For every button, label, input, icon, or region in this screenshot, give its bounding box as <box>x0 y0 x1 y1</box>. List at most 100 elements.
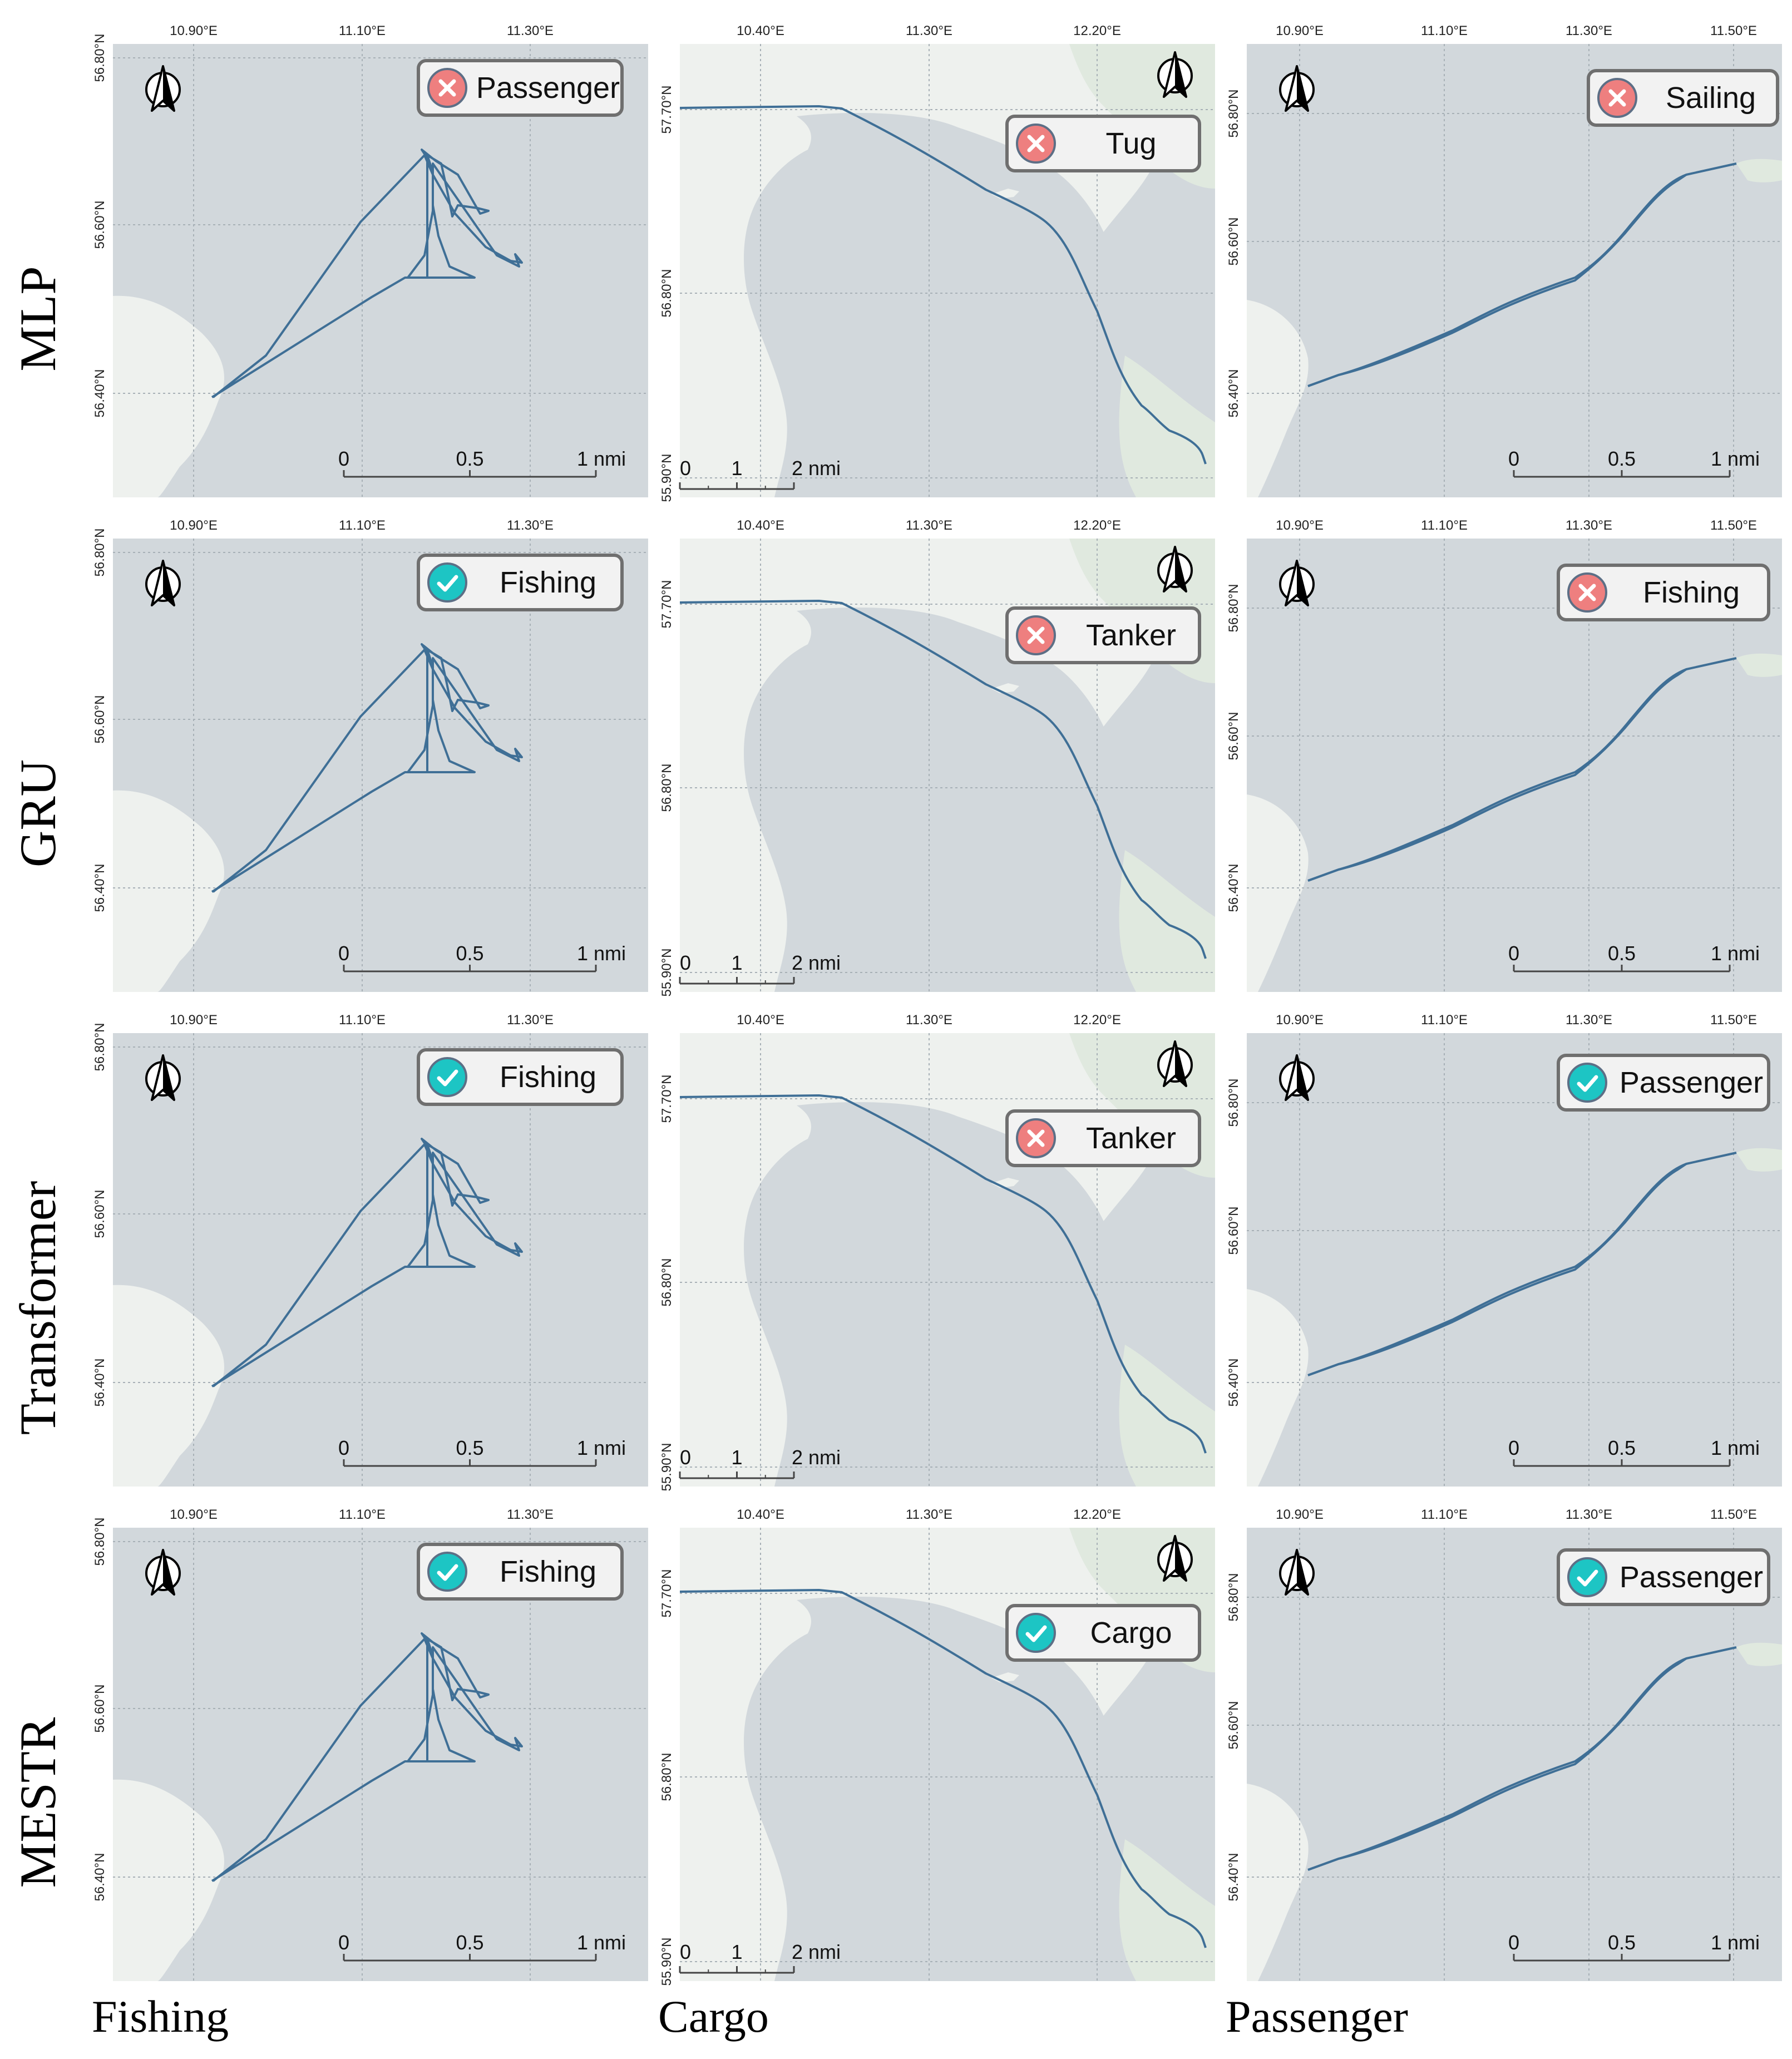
north-arrow-icon <box>145 1054 181 1101</box>
vessel-track <box>211 643 523 893</box>
north-arrow-icon <box>1279 1054 1315 1101</box>
correct-check-icon <box>1567 1557 1607 1597</box>
map-panel-passenger-row-4: 10.90°E 11.10°E 11.30°E 11.50°E 56.80°N 56.60… <box>1226 1507 1782 1981</box>
y-tick-label: 57.70°N <box>659 86 674 134</box>
land <box>113 790 224 992</box>
land <box>680 1528 816 1981</box>
prediction-text: Fishing <box>1643 576 1740 609</box>
x-tick-label: 11.50°E <box>1710 518 1757 533</box>
x-tick-label: 11.10°E <box>1421 518 1468 533</box>
north-arrow-icon <box>1279 1549 1315 1596</box>
column-label-cargo: Cargo <box>658 1991 769 2042</box>
y-tick-label: 56.60°N <box>92 1685 107 1733</box>
map-panel-fishing-row-1: 10.90°E 11.10°E 11.30°E 56.80°N 56.60°N 56.40… <box>92 23 648 497</box>
prediction-text: Passenger <box>476 71 620 105</box>
prediction-label: Fishing <box>417 554 624 611</box>
scale-label: 1 nmi <box>1711 942 1760 965</box>
scale-label: 1 <box>731 457 742 480</box>
land <box>1247 794 1309 992</box>
scale-label: 0 <box>338 942 349 965</box>
north-arrow-icon <box>1157 1040 1193 1087</box>
land <box>1247 1289 1309 1487</box>
scale-bar: 0 1 2 nmi <box>679 1941 841 1974</box>
scale-label: 0 <box>338 1436 349 1459</box>
scale-label: 1 <box>731 1446 742 1469</box>
x-tick-label: 10.90°E <box>170 1507 218 1522</box>
prediction-text: Tug <box>1105 127 1156 160</box>
land <box>1247 300 1309 497</box>
north-arrow-icon <box>145 560 181 606</box>
prediction-text: Fishing <box>500 1060 596 1094</box>
map-panel-fishing-row-2: 10.90°E 11.10°E 11.30°E 56.80°N 56.60°N 56.40… <box>92 518 648 992</box>
correct-check-icon <box>1567 1063 1607 1103</box>
x-tick-label: 10.90°E <box>1276 518 1324 533</box>
y-tick-label: 56.60°N <box>92 695 107 744</box>
y-tick-label: 56.60°N <box>1226 1207 1241 1255</box>
x-tick-label: 11.10°E <box>1421 23 1468 38</box>
y-tick-label: 56.40°N <box>92 1853 107 1902</box>
y-tick-label: 56.80°N <box>659 1753 674 1801</box>
y-tick-label: 56.80°N <box>659 1258 674 1307</box>
y-tick-label: 56.40°N <box>92 369 107 418</box>
scale-bar: 0 1 2 nmi <box>679 1446 841 1479</box>
x-tick-label: 11.10°E <box>1421 1507 1468 1522</box>
scale-label: 0 <box>1508 1931 1519 1954</box>
y-tick-label: 56.80°N <box>659 269 674 318</box>
row-label-mestr: MESTR <box>9 1717 66 1888</box>
prediction-label: Tanker <box>1005 606 1201 664</box>
land <box>113 295 224 497</box>
y-tick-label: 56.80°N <box>659 764 674 812</box>
land <box>113 1779 224 1981</box>
vessel-track <box>211 1138 523 1388</box>
x-tick-label: 10.90°E <box>1276 1013 1324 1028</box>
y-tick-label: 56.60°N <box>92 201 107 249</box>
land <box>1119 355 1215 497</box>
north-arrow-icon <box>1279 560 1315 606</box>
prediction-label: Fishing <box>417 1543 624 1601</box>
map-panel-cargo-row-3: 10.40°E 11.30°E 12.20°E 57.70°N 56.80°N 55.90… <box>659 1013 1215 1492</box>
land <box>680 44 816 497</box>
x-tick-label: 12.20°E <box>1073 518 1121 533</box>
x-tick-label: 10.90°E <box>170 1013 218 1028</box>
y-tick-label: 55.90°N <box>659 1938 674 1986</box>
north-arrow-icon <box>1279 65 1315 112</box>
scale-label: 1 nmi <box>1711 447 1760 470</box>
y-tick-label: 56.80°N <box>92 1518 107 1566</box>
y-tick-label: 55.90°N <box>659 1443 674 1492</box>
map-panel-fishing-row-4: 10.90°E 11.10°E 11.30°E 56.80°N 56.60°N 56.40… <box>92 1507 648 1981</box>
scale-label: 1 nmi <box>577 1931 626 1954</box>
vessel-track <box>1307 174 1687 387</box>
scale-bar: 0 0.5 1 nmi <box>338 942 626 972</box>
scale-label: 0 <box>680 1446 691 1469</box>
scale-label: 2 nmi <box>792 457 841 480</box>
land <box>1736 159 1782 182</box>
column-label-passenger: Passenger <box>1226 1991 1408 2042</box>
x-tick-label: 10.90°E <box>1276 23 1324 38</box>
wrong-cross-icon <box>1016 615 1056 655</box>
x-tick-label: 11.50°E <box>1710 23 1757 38</box>
map-panel-cargo-row-1: 10.40°E 11.30°E 12.20°E 57.70°N 56.80°N 55.90… <box>659 23 1215 502</box>
prediction-text: Tanker <box>1086 619 1176 652</box>
y-tick-label: 56.80°N <box>1226 584 1241 633</box>
y-tick-label: 57.70°N <box>659 1569 674 1618</box>
land <box>1119 1839 1215 1981</box>
scale-label: 0 <box>1508 942 1519 965</box>
north-arrow-icon <box>145 65 181 112</box>
x-tick-label: 11.30°E <box>1566 1507 1612 1522</box>
scale-label: 1 nmi <box>577 1436 626 1459</box>
north-arrow-icon <box>1157 546 1193 592</box>
prediction-label: Sailing <box>1587 69 1779 127</box>
vessel-track <box>1307 1657 1687 1871</box>
scale-label: 2 nmi <box>792 951 841 974</box>
x-tick-label: 11.30°E <box>507 1507 554 1522</box>
x-tick-label: 10.40°E <box>737 23 784 38</box>
x-tick-label: 11.30°E <box>507 1013 554 1028</box>
y-tick-label: 55.90°N <box>659 454 674 502</box>
prediction-label: Cargo <box>1005 1604 1201 1662</box>
y-tick-label: 57.70°N <box>659 1075 674 1123</box>
x-tick-label: 12.20°E <box>1073 1507 1121 1522</box>
x-tick-label: 10.90°E <box>170 23 218 38</box>
scale-bar: 0 0.5 1 nmi <box>1508 942 1760 972</box>
y-tick-label: 56.40°N <box>1226 369 1241 418</box>
scale-label: 0.5 <box>456 447 483 470</box>
